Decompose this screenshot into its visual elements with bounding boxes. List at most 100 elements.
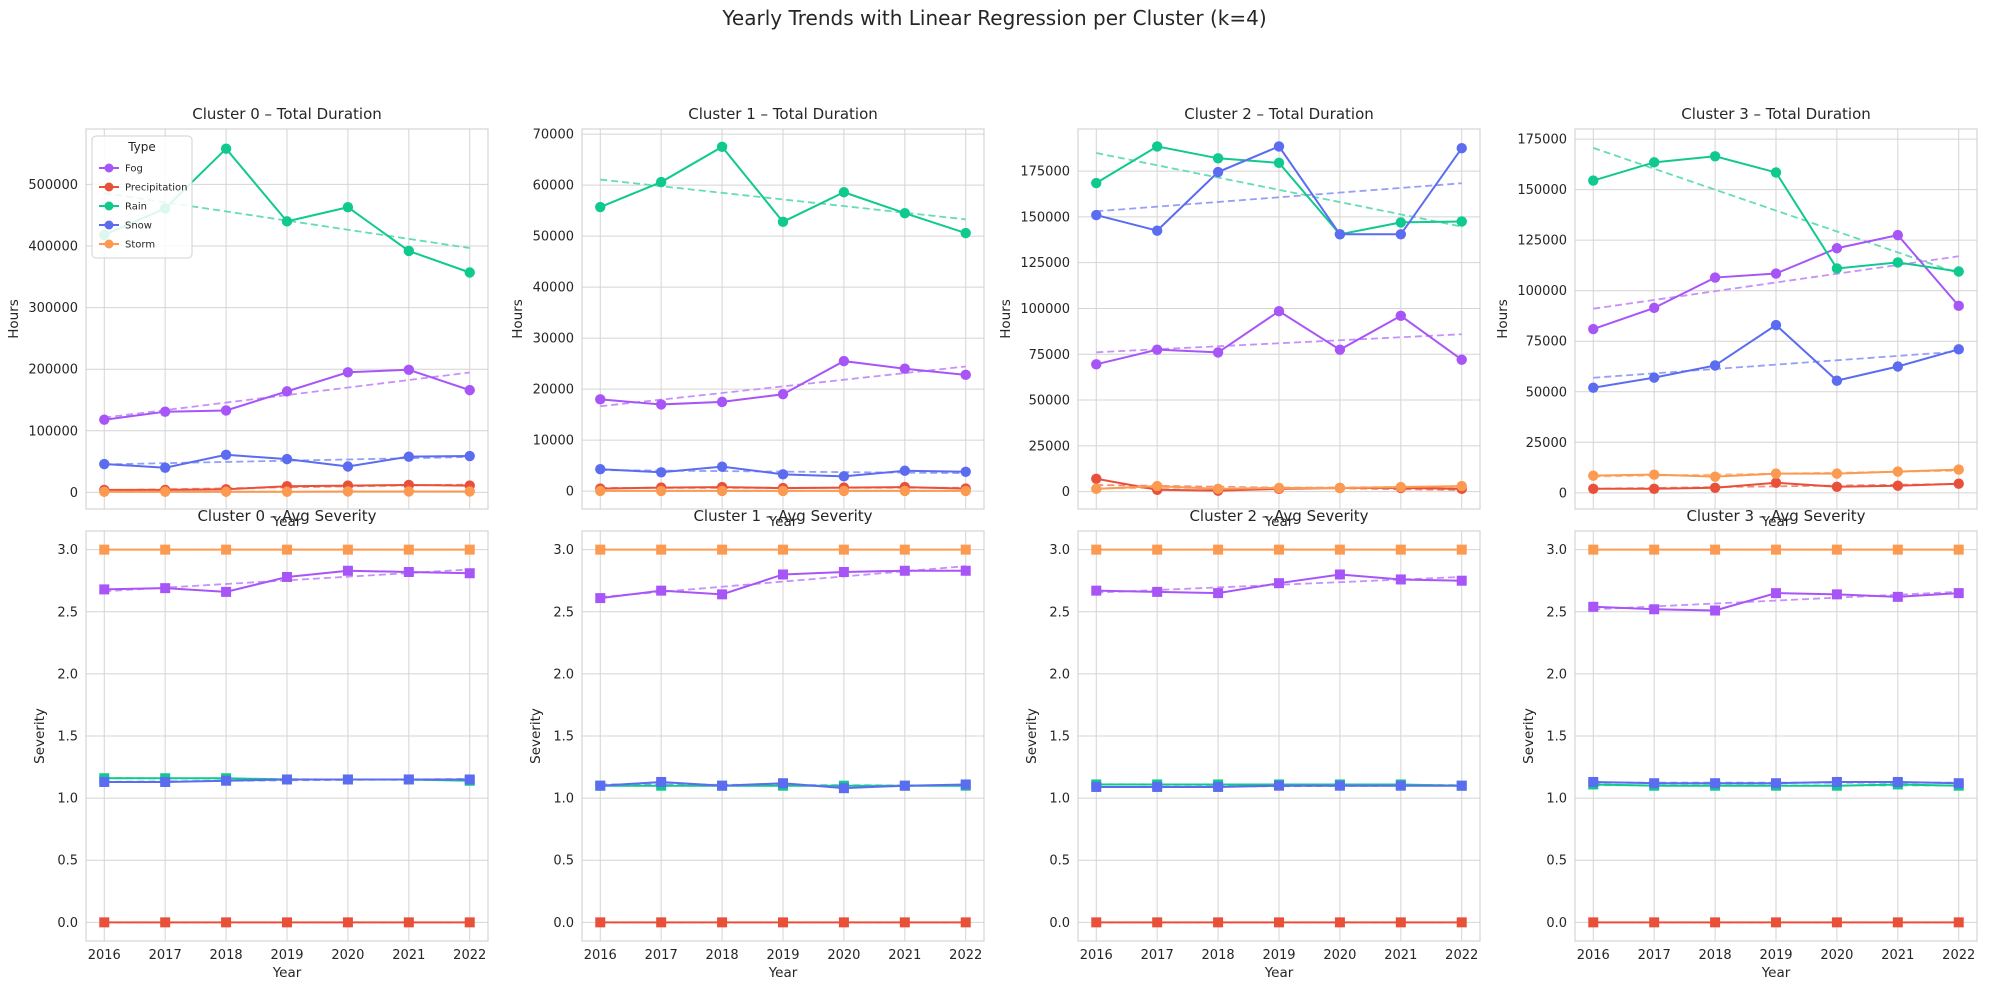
data-point	[1213, 588, 1224, 599]
data-point	[899, 780, 910, 791]
series-fog	[1091, 306, 1467, 370]
y-tick-label: 10000	[533, 434, 574, 449]
data-point	[655, 485, 667, 497]
data-point	[342, 486, 354, 497]
data-point	[960, 544, 971, 555]
data-point	[342, 367, 354, 378]
data-point	[1395, 574, 1406, 585]
data-point	[1831, 481, 1843, 492]
data-point	[1091, 483, 1102, 495]
data-point	[1710, 605, 1721, 616]
data-point	[960, 485, 971, 497]
series-storm	[1091, 544, 1467, 555]
y-tick-label: 1.5	[1546, 730, 1567, 745]
axes-frame	[1077, 128, 1481, 510]
data-point	[838, 917, 849, 928]
data-point	[1770, 167, 1782, 178]
data-point	[1771, 544, 1781, 555]
data-point	[1273, 482, 1285, 494]
data-point	[1892, 466, 1904, 477]
legend-box	[91, 135, 193, 259]
series-storm	[99, 486, 475, 497]
data-point	[1334, 482, 1346, 494]
data-point	[1649, 544, 1660, 555]
data-point	[960, 565, 971, 576]
data-point	[1456, 143, 1467, 154]
data-point	[1648, 469, 1660, 480]
data-point	[342, 544, 353, 555]
data-point	[1588, 382, 1599, 393]
data-point	[1395, 310, 1407, 321]
data-point	[1831, 263, 1843, 274]
data-point	[1953, 300, 1964, 312]
y-tick-label: 2.0	[57, 667, 78, 682]
data-point	[656, 585, 667, 596]
series-snow	[99, 449, 475, 473]
data-point	[1273, 157, 1285, 169]
data-point	[1953, 478, 1964, 489]
data-point	[1334, 917, 1345, 928]
data-point	[838, 783, 849, 794]
data-point	[159, 462, 171, 473]
data-point	[1334, 569, 1345, 580]
data-point	[1091, 585, 1102, 596]
data-point	[1831, 544, 1842, 555]
data-point	[1334, 780, 1345, 791]
y-tick-label: 3.0	[1049, 543, 1070, 558]
y-tick-label: 0.0	[1049, 916, 1070, 931]
x-tick-label: 2022	[1445, 948, 1478, 963]
data-point	[595, 593, 606, 604]
data-point	[1770, 319, 1782, 331]
data-point	[1091, 544, 1102, 555]
series-fog	[1588, 588, 1964, 616]
data-point	[1953, 917, 1964, 928]
data-point	[1831, 243, 1843, 254]
data-point	[1588, 544, 1599, 555]
data-point	[717, 780, 728, 791]
subplot-3: 0 25000 50000 75000 100000 125000 150000 175000…	[998, 105, 1481, 530]
y-tick-label: 300000	[28, 301, 78, 316]
data-point	[220, 449, 232, 461]
data-point	[1334, 544, 1345, 555]
y-tick-label: 3.0	[553, 543, 574, 558]
data-point	[99, 486, 110, 497]
x-tick-label: 2019	[1759, 948, 1792, 963]
data-point	[159, 486, 171, 497]
data-point	[1395, 544, 1406, 555]
axes-frame	[581, 128, 985, 510]
data-point	[1395, 780, 1406, 791]
data-point	[221, 917, 232, 928]
data-point	[403, 364, 415, 376]
y-tick-label: 2.5	[57, 605, 78, 620]
y-tick-label: 0.5	[57, 854, 78, 869]
x-tick-label: 2019	[270, 948, 303, 963]
data-point	[899, 485, 911, 497]
data-point	[281, 486, 293, 497]
x-tick-label: 2020	[1820, 948, 1853, 963]
data-point	[1151, 480, 1163, 492]
data-point	[1456, 917, 1467, 928]
data-point	[1588, 175, 1599, 186]
x-tick-label: 2019	[1262, 948, 1295, 963]
y-tick-label: 175000	[1517, 133, 1567, 148]
data-point	[1770, 268, 1782, 279]
data-point	[1892, 917, 1903, 928]
y-tick-label: 40000	[533, 281, 574, 296]
y-axis-label: Hours	[1495, 299, 1511, 339]
data-point	[282, 917, 292, 928]
data-point	[1710, 917, 1721, 928]
data-point	[656, 776, 667, 787]
x-tick-label: 2016	[1577, 948, 1610, 963]
gridlines	[1575, 129, 1977, 509]
x-tick-label: 2022	[453, 948, 486, 963]
data-point	[1831, 375, 1843, 386]
y-tick-label: 0	[566, 485, 574, 500]
series-fog	[595, 355, 971, 410]
y-axis-label: Hours	[510, 299, 526, 339]
data-point	[717, 589, 728, 600]
series-storm	[1091, 480, 1467, 495]
y-tick-label: 125000	[1517, 234, 1567, 249]
legend-marker	[104, 201, 114, 211]
data-point	[99, 917, 110, 928]
data-point	[1212, 483, 1224, 495]
